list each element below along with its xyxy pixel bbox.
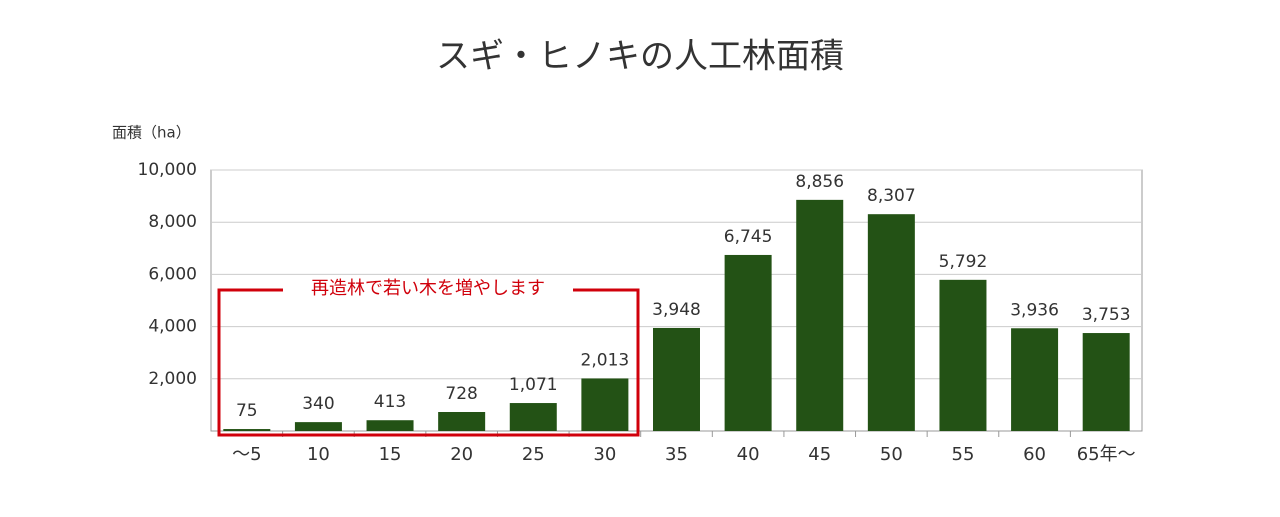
x-tick-label: 55 <box>952 444 975 465</box>
bar <box>509 403 557 431</box>
x-tick-label: 65年〜 <box>1077 444 1136 465</box>
bar <box>1011 328 1059 431</box>
y-axis-label: 面積（ha） <box>112 124 191 142</box>
value-label: 413 <box>374 392 406 412</box>
x-tick-label: 35 <box>665 444 688 465</box>
x-tick-label: 40 <box>737 444 760 465</box>
bar <box>366 420 414 431</box>
value-label: 1,071 <box>509 375 558 395</box>
x-tick-label: 20 <box>450 444 473 465</box>
x-tick-label: 15 <box>379 444 402 465</box>
value-label: 728 <box>445 384 477 404</box>
y-tick-label: 8,000 <box>148 212 197 232</box>
bar <box>796 199 844 431</box>
value-label: 3,753 <box>1082 305 1131 325</box>
x-tick-label: 25 <box>522 444 545 465</box>
x-tick-label: 45 <box>808 444 831 465</box>
value-label: 340 <box>302 394 334 414</box>
bar <box>438 411 486 431</box>
annotation-bg <box>283 277 573 301</box>
annotation-box <box>217 288 640 437</box>
value-label: 6,745 <box>724 227 773 247</box>
bar <box>294 422 342 431</box>
bar <box>1082 333 1130 431</box>
bar <box>581 378 629 431</box>
y-tick-label: 10,000 <box>138 160 197 180</box>
bar <box>939 279 987 431</box>
value-label: 8,856 <box>795 172 844 192</box>
bar <box>653 327 700 431</box>
x-tick-label: 60 <box>1023 444 1046 465</box>
annotation: 再造林で若い木を増やします <box>311 278 545 299</box>
value-label: 8,307 <box>867 186 916 206</box>
value-label: 3,936 <box>1010 300 1059 320</box>
bar <box>867 214 915 431</box>
y-tick-label: 6,000 <box>148 264 197 284</box>
y-tick-label: 2,000 <box>148 369 197 389</box>
x-tick-label: 30 <box>593 444 616 465</box>
bar <box>223 429 271 431</box>
chart-title: スギ・ヒノキの人工林面積 <box>436 37 844 77</box>
value-label: 5,792 <box>939 252 988 272</box>
value-label: 75 <box>236 401 258 421</box>
bar <box>724 254 772 431</box>
x-tick-label: 〜5 <box>232 444 261 465</box>
x-tick-label: 50 <box>880 444 903 465</box>
y-tick-label: 4,000 <box>148 317 197 337</box>
value-label: 3,948 <box>652 300 701 320</box>
value-label: 2,013 <box>581 350 630 370</box>
x-tick-label: 10 <box>307 444 330 465</box>
